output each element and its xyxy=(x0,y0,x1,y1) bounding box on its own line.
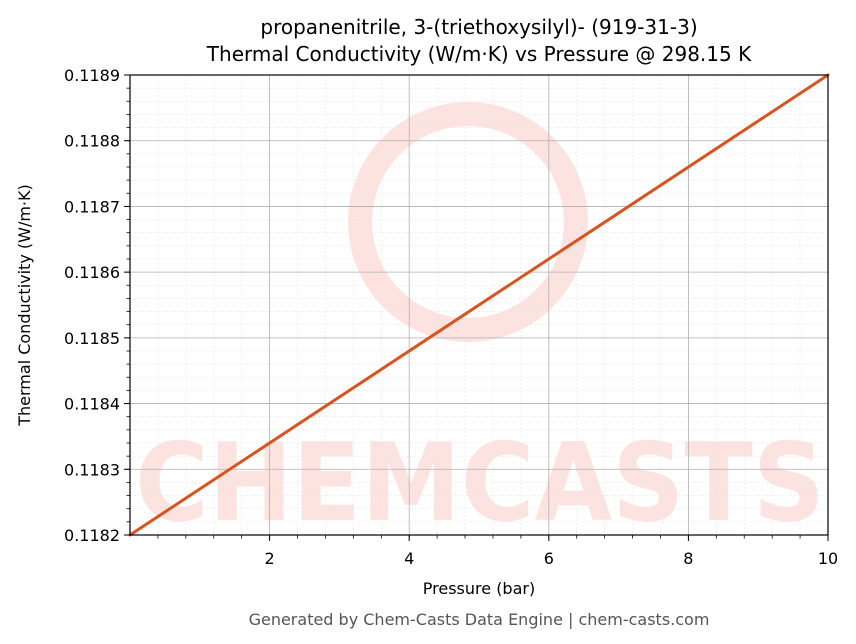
y-tick-label: 0.1189 xyxy=(64,66,120,85)
x-tick-label: 10 xyxy=(818,549,838,568)
y-tick-label: 0.1184 xyxy=(64,395,120,414)
watermark-logo: CHEMCASTS xyxy=(135,102,825,546)
y-tick-label: 0.1187 xyxy=(64,197,120,216)
watermark-text: CHEMCASTS xyxy=(135,421,825,546)
tick-labels: 2 4 6 8 10 0.1182 0.1183 0.1184 0.1185 0.1186 0.11… xyxy=(64,66,838,568)
chart-title: propanenitrile, 3-(triethoxysilyl)- (919… xyxy=(260,15,697,39)
y-tick-label: 0.1182 xyxy=(64,526,120,545)
y-tick-label: 0.1183 xyxy=(64,460,120,479)
y-tick-label: 0.1186 xyxy=(64,263,120,282)
x-axis-label: Pressure (bar) xyxy=(423,579,535,598)
x-tick-label: 2 xyxy=(265,549,275,568)
ticks-layer xyxy=(124,74,829,541)
x-tick-label: 4 xyxy=(404,549,414,568)
y-axis-label: Thermal Conductivity (W/m·K) xyxy=(15,184,34,427)
chart-subtitle: Thermal Conductivity (W/m·K) vs Pressure… xyxy=(206,42,752,66)
x-tick-label: 6 xyxy=(544,549,554,568)
series-layer xyxy=(128,73,830,537)
minor-grid xyxy=(130,75,828,535)
footer-credit: Generated by Chem-Casts Data Engine | ch… xyxy=(249,610,710,629)
y-tick-label: 0.1188 xyxy=(64,132,120,151)
plot-frame xyxy=(129,74,829,536)
series-line xyxy=(128,73,830,537)
y-tick-label: 0.1185 xyxy=(64,329,120,348)
x-tick-label: 8 xyxy=(683,549,693,568)
watermark-ring xyxy=(348,102,588,342)
